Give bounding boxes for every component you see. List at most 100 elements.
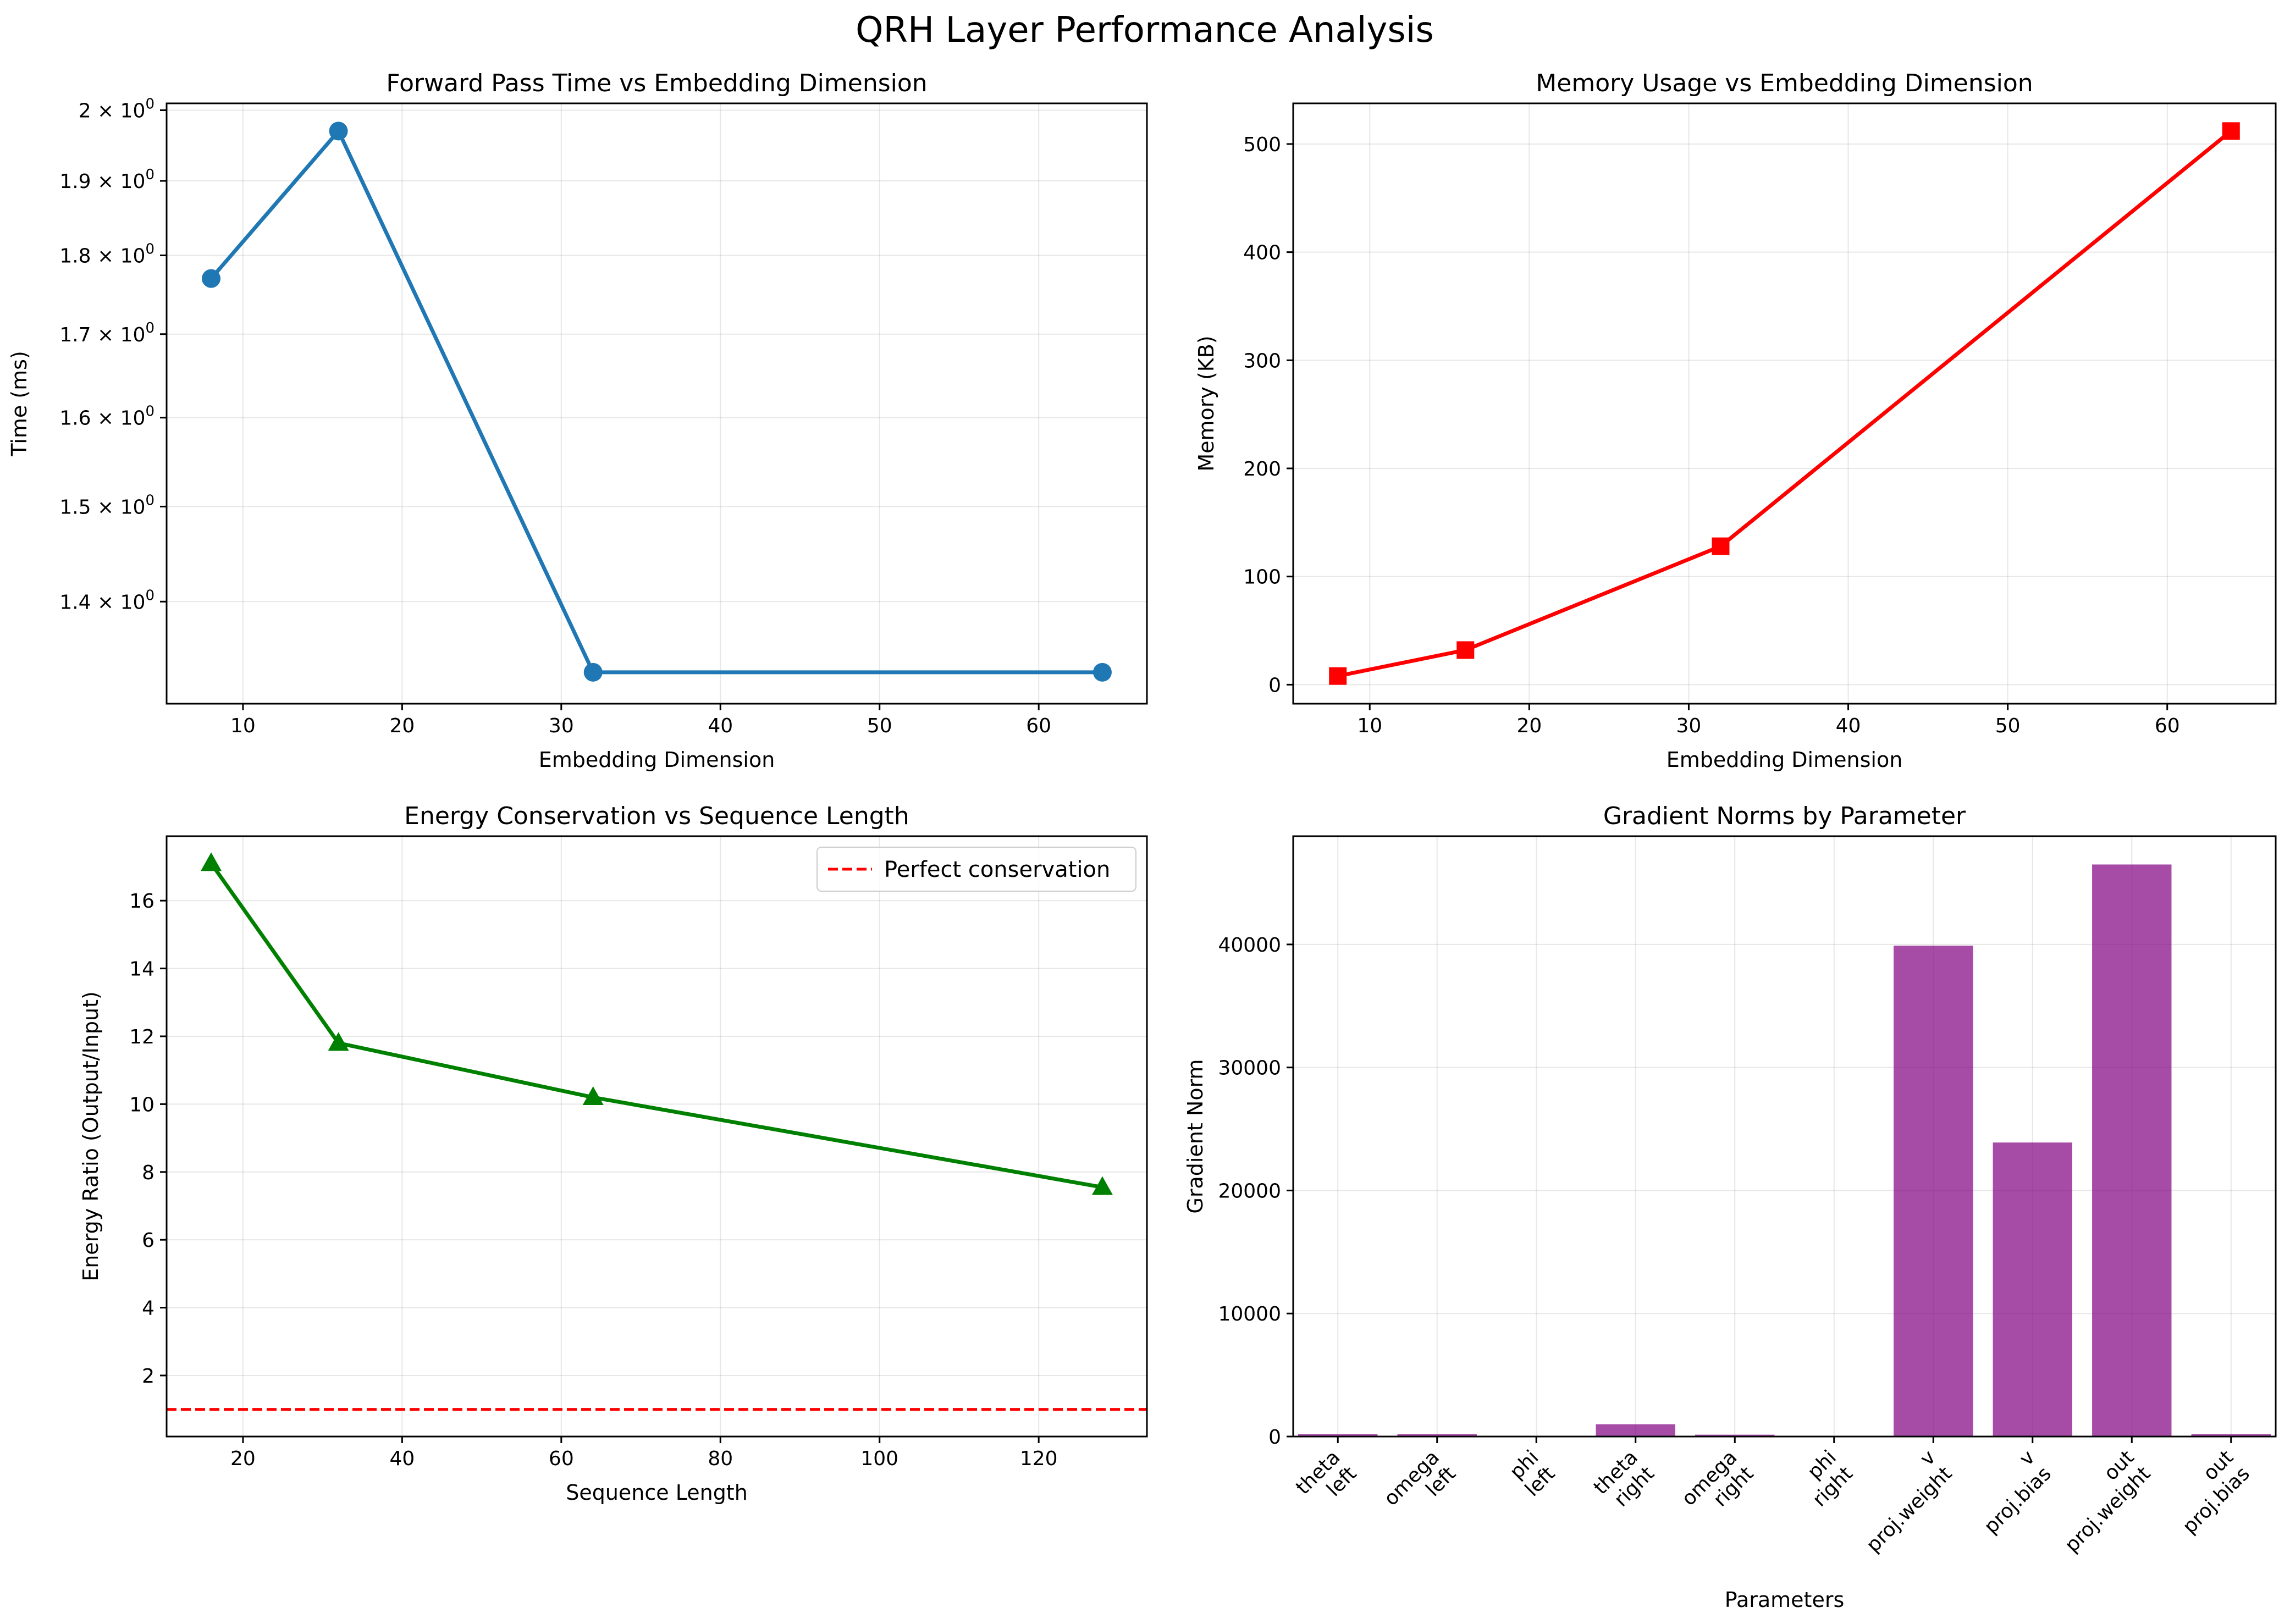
x-tick-label: 60 bbox=[2155, 715, 2180, 737]
x-tick-label: 100 bbox=[860, 1448, 898, 1470]
x-tick-label: 20 bbox=[1516, 715, 1542, 737]
bar bbox=[1894, 946, 1973, 1437]
axes-frame bbox=[1292, 102, 2277, 705]
data-point bbox=[1712, 537, 1730, 555]
x-axis-label: Embedding Dimension bbox=[1667, 748, 1903, 772]
x-tick-label: 120 bbox=[1020, 1448, 1058, 1470]
y-axis-label: Gradient Norm bbox=[1183, 1059, 1207, 1213]
y-tick-mantissa: 1.4 × 10 bbox=[59, 591, 145, 614]
bar bbox=[1298, 1434, 1378, 1437]
data-point bbox=[583, 662, 603, 682]
x-tick-label: outproj.weight bbox=[2044, 1446, 2155, 1556]
legend: Perfect conservation bbox=[816, 847, 1136, 892]
x-tick-label: 20 bbox=[389, 715, 415, 737]
y-tick-label: 30000 bbox=[1218, 1057, 1281, 1080]
y-tick-label: 10000 bbox=[1218, 1303, 1281, 1325]
legend-label: Perfect conservation bbox=[884, 857, 1110, 882]
x-tick-label: vproj.weight bbox=[1846, 1446, 1956, 1556]
y-tick-mantissa: 1.7 × 10 bbox=[59, 324, 145, 346]
y-tick-exponent: 0 bbox=[145, 492, 154, 509]
x-tick-label: phiright bbox=[1792, 1446, 1857, 1511]
x-tick-label: 50 bbox=[867, 715, 892, 737]
y-tick-label: 400 bbox=[1243, 242, 1281, 264]
axes-frame bbox=[165, 102, 1148, 705]
chart-title: Gradient Norms by Parameter bbox=[1603, 802, 1966, 830]
chart-title: Memory Usage vs Embedding Dimension bbox=[1536, 69, 2033, 97]
x-tick-label: 40 bbox=[389, 1448, 415, 1470]
y-tick-mantissa: 2 × 10 bbox=[79, 100, 146, 122]
x-axis-label: Embedding Dimension bbox=[539, 748, 775, 772]
bar bbox=[1993, 1142, 2072, 1437]
x-tick-label: 40 bbox=[1836, 715, 1861, 737]
chart-3: Energy Conservation vs Sequence Length 20… bbox=[79, 802, 1148, 1505]
x-tick-label: 20 bbox=[230, 1448, 256, 1470]
series-line bbox=[1337, 129, 2232, 678]
data-point bbox=[1091, 1176, 1113, 1195]
chart-title: Forward Pass Time vs Embedding Dimension bbox=[386, 69, 927, 97]
y-tick-label: 1.8 × 100 bbox=[59, 241, 154, 268]
axes-frame bbox=[165, 835, 1148, 1438]
y-tick-mantissa: 1.5 × 10 bbox=[59, 496, 145, 518]
y-tick-label: 0 bbox=[1268, 674, 1281, 697]
data-point bbox=[1092, 662, 1112, 682]
x-tick-label: thetaleft bbox=[1292, 1446, 1361, 1515]
y-tick-label: 10 bbox=[129, 1093, 154, 1116]
series-line bbox=[209, 862, 1103, 1189]
x-axis-label: Sequence Length bbox=[566, 1481, 748, 1505]
data-point bbox=[328, 1032, 349, 1051]
y-tick-label: 16 bbox=[129, 890, 154, 913]
figure-title: QRH Layer Performance Analysis bbox=[856, 10, 1434, 51]
y-tick-label: 8 bbox=[142, 1162, 154, 1184]
bar bbox=[2191, 1434, 2271, 1437]
y-tick-label: 1.9 × 100 bbox=[59, 167, 154, 193]
y-tick-label: 14 bbox=[129, 958, 154, 981]
y-tick-label: 2 bbox=[142, 1365, 154, 1388]
chart-title: Energy Conservation vs Sequence Length bbox=[404, 802, 909, 830]
x-tick-label: 40 bbox=[708, 715, 733, 737]
x-tick-label: omegaright bbox=[1678, 1446, 1758, 1526]
y-tick-exponent: 0 bbox=[145, 167, 154, 183]
y-axis-label: Time (ms) bbox=[7, 351, 31, 457]
y-tick-label: 1.7 × 100 bbox=[59, 320, 154, 346]
data-point bbox=[582, 1086, 604, 1106]
bar bbox=[2092, 864, 2172, 1437]
x-tick-label: 30 bbox=[1676, 715, 1702, 737]
data-point bbox=[329, 121, 348, 141]
y-tick-mantissa: 1.6 × 10 bbox=[59, 407, 145, 430]
data-point bbox=[1329, 667, 1347, 685]
chart-4: Gradient Norms by Parameter thetaleft omeg… bbox=[1183, 802, 2277, 1612]
x-tick-label-line: proj.bias bbox=[1980, 1462, 2056, 1538]
y-tick-mantissa: 1.8 × 10 bbox=[59, 245, 145, 268]
x-tick-label: phileft bbox=[1504, 1446, 1559, 1501]
y-axis-label: Energy Ratio (Output/Input) bbox=[79, 991, 103, 1281]
x-tick-label: 10 bbox=[230, 715, 256, 737]
data-point bbox=[2222, 122, 2240, 140]
chart-2: Memory Usage vs Embedding Dimension 10 20 3… bbox=[1194, 69, 2277, 772]
y-tick-mantissa: 1.9 × 10 bbox=[59, 170, 145, 193]
data-point bbox=[202, 269, 221, 288]
y-tick-label: 1.5 × 100 bbox=[59, 492, 154, 518]
legend-box bbox=[816, 847, 1136, 892]
y-tick-label: 40000 bbox=[1218, 934, 1281, 957]
bar bbox=[1695, 1434, 1775, 1437]
x-tick-label: 50 bbox=[1995, 715, 2021, 737]
y-tick-exponent: 0 bbox=[145, 96, 154, 112]
y-tick-label: 100 bbox=[1243, 566, 1281, 589]
y-tick-exponent: 0 bbox=[145, 404, 154, 420]
y-tick-label: 300 bbox=[1243, 350, 1281, 372]
x-tick-label: 10 bbox=[1357, 715, 1382, 737]
y-tick-label: 1.6 × 100 bbox=[59, 404, 154, 430]
x-tick-label: 30 bbox=[549, 715, 574, 737]
y-tick-label: 12 bbox=[129, 1026, 154, 1048]
x-tick-label: vproj.bias bbox=[1963, 1446, 2056, 1538]
x-tick-label: 80 bbox=[708, 1448, 733, 1470]
y-tick-label: 4 bbox=[142, 1297, 154, 1320]
series-line bbox=[209, 129, 1102, 675]
y-tick-label: 200 bbox=[1243, 458, 1281, 480]
y-axis-label: Memory (KB) bbox=[1194, 335, 1218, 471]
y-tick-label: 500 bbox=[1243, 134, 1281, 156]
x-tick-label: thetaright bbox=[1590, 1446, 1659, 1515]
data-point bbox=[1456, 641, 1475, 659]
y-tick-label: 0 bbox=[1268, 1426, 1281, 1449]
